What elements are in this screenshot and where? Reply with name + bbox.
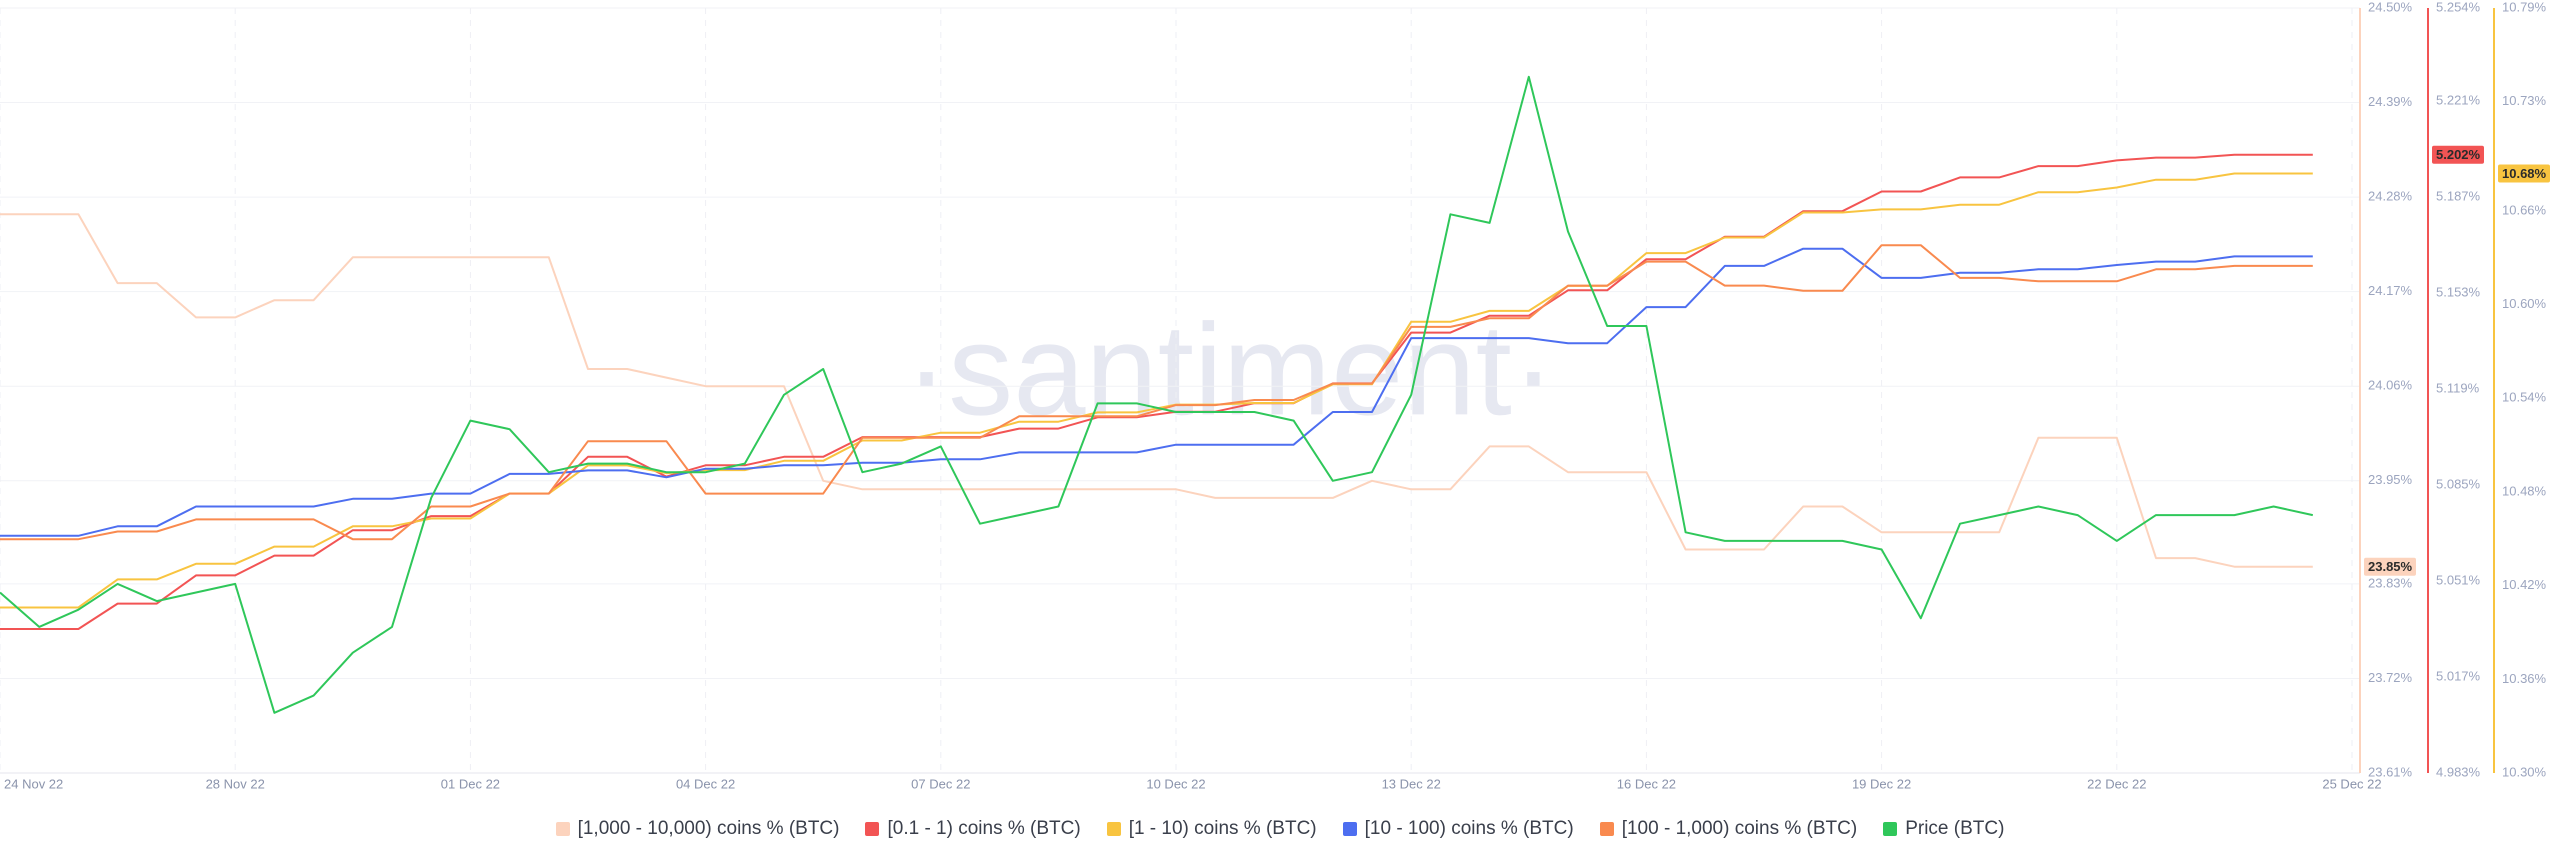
x-tick-label: 01 Dec 22 <box>441 776 500 791</box>
y-tick-label: 5.153% <box>2436 285 2481 300</box>
y-tick-label: 5.119% <box>2436 381 2480 396</box>
y-tick-label: 10.73% <box>2502 93 2547 108</box>
y-tick-label: 24.39% <box>2368 94 2413 109</box>
y-tick-label: 10.42% <box>2502 577 2547 592</box>
legend-swatch <box>1599 822 1614 836</box>
legend-label: [10 - 100) coins % (BTC) <box>1364 818 1574 839</box>
series-line <box>0 153 2313 630</box>
y-tick-label: 10.60% <box>2502 296 2547 311</box>
y-tick-label: 5.187% <box>2436 189 2481 204</box>
y-tick-label: 10.54% <box>2502 390 2547 405</box>
legend-item[interactable]: [100 - 1,000) coins % (BTC) <box>1599 818 1858 840</box>
x-tick-label: 28 Nov 22 <box>206 776 265 791</box>
legend-swatch <box>865 822 880 836</box>
chart: ·santiment· 24 Nov 22 28 Nov 22 01 Dec 22 0… <box>0 0 2550 791</box>
x-tick-label: 25 Dec 22 <box>2322 776 2381 791</box>
legend-label: [1 - 10) coins % (BTC) <box>1128 818 1317 839</box>
x-tick-label: 19 Dec 22 <box>1852 776 1911 791</box>
watermark: ·santiment· <box>905 296 1555 442</box>
legend-label: [100 - 1,000) coins % (BTC) <box>1621 818 1858 839</box>
y-tick-label: 10.79% <box>2502 0 2547 14</box>
series-line <box>0 75 2314 714</box>
legend-swatch <box>1883 822 1898 836</box>
legend-label: [0.1 - 1) coins % (BTC) <box>887 818 1081 839</box>
y-tick-label: 10.30% <box>2502 764 2547 779</box>
y-tick-label: 5.051% <box>2436 572 2481 587</box>
x-tick-label: 22 Dec 22 <box>2087 776 2146 791</box>
legend-item[interactable]: Price (BTC) <box>1883 818 2004 840</box>
x-tick-label: 16 Dec 22 <box>1617 776 1676 791</box>
value-label: 23.85% <box>2368 559 2413 574</box>
x-tick-label: 04 Dec 22 <box>676 776 735 791</box>
series-line <box>0 213 2313 568</box>
legend-swatch <box>555 822 570 836</box>
y-tick-label: 4.983% <box>2436 764 2481 779</box>
legend-item[interactable]: [10 - 100) coins % (BTC) <box>1342 818 1574 840</box>
legend-label: Price (BTC) <box>1905 818 2005 839</box>
y-tick-label: 24.28% <box>2368 189 2413 204</box>
y-tick-label: 23.72% <box>2368 670 2413 685</box>
y-tick-label: 24.50% <box>2368 0 2413 14</box>
y-tick-label: 23.83% <box>2368 575 2413 590</box>
legend-swatch <box>1342 822 1357 836</box>
legend-swatch <box>1106 822 1121 836</box>
y-tick-label: 5.085% <box>2436 477 2481 492</box>
y-tick-label: 10.36% <box>2502 671 2547 686</box>
value-label-box <box>2364 557 2416 576</box>
value-label-box <box>2432 145 2484 164</box>
x-tick-label: 13 Dec 22 <box>1382 776 1441 791</box>
y-tick-label: 24.06% <box>2368 378 2413 393</box>
y-tick-label: 10.48% <box>2502 483 2547 498</box>
series-line <box>0 247 2313 537</box>
y-tick-label: 10.66% <box>2502 202 2547 217</box>
x-tick-label: 24 Nov 22 <box>4 776 63 791</box>
legend-item[interactable]: [0.1 - 1) coins % (BTC) <box>865 818 1081 840</box>
value-label: 10.68% <box>2502 166 2547 181</box>
legend-item[interactable]: [1 - 10) coins % (BTC) <box>1106 818 1317 840</box>
legend: [1,000 - 10,000) coins % (BTC) [0.1 - 1) … <box>0 818 2560 840</box>
legend-item[interactable]: [1,000 - 10,000) coins % (BTC) <box>555 818 840 840</box>
y-tick-label: 23.61% <box>2368 764 2413 779</box>
x-tick-label: 10 Dec 22 <box>1146 776 1205 791</box>
y-tick-label: 5.221% <box>2436 93 2481 108</box>
x-tick-label: 07 Dec 22 <box>911 776 970 791</box>
y-tick-label: 23.95% <box>2368 472 2413 487</box>
y-tick-label: 5.254% <box>2436 0 2481 14</box>
legend-label: [1,000 - 10,000) coins % (BTC) <box>577 818 840 839</box>
value-label-box <box>2498 164 2550 183</box>
value-label: 5.202% <box>2436 147 2481 162</box>
series-line <box>0 244 2313 541</box>
y-tick-label: 24.17% <box>2368 283 2413 298</box>
y-tick-label: 5.017% <box>2436 668 2481 683</box>
